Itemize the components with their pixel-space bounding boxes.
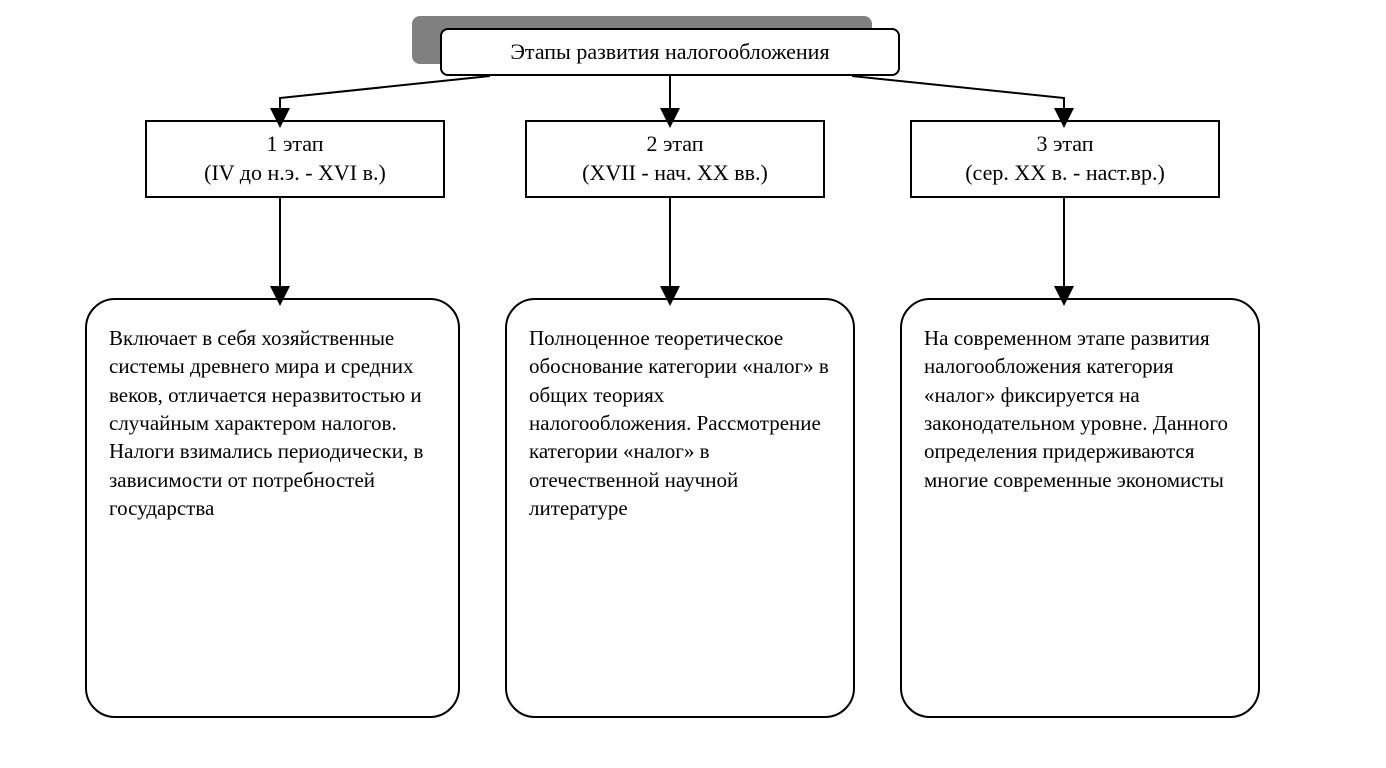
stage-node-2: 2 этап (XVII - нач. XX вв.) [525,120,825,198]
stage-period: (XVII - нач. XX вв.) [582,159,768,188]
stage-node-1: 1 этап (IV до н.э. - XVI в.) [145,120,445,198]
edge-root-stage3 [852,76,1064,120]
description-text: Включает в себя хозяйственные системы др… [109,324,436,522]
edge-root-stage1 [280,76,490,120]
diagram-canvas: Этапы развития налогообложения 1 этап (I… [0,0,1386,768]
description-node-2: Полноценное теоретическое обоснование ка… [505,298,855,718]
stage-node-3: 3 этап (сер. XX в. - наст.вр.) [910,120,1220,198]
stage-period: (IV до н.э. - XVI в.) [204,159,386,188]
description-node-1: Включает в себя хозяйственные системы др… [85,298,460,718]
description-text: Полноценное теоретическое обоснование ка… [529,324,831,522]
stage-title: 2 этап [646,130,703,159]
stage-title: 1 этап [266,130,323,159]
stage-title: 3 этап [1036,130,1093,159]
description-node-3: На современном этапе развития налогообло… [900,298,1260,718]
stage-period: (сер. XX в. - наст.вр.) [965,159,1165,188]
root-label: Этапы развития налогообложения [510,39,829,65]
description-text: На современном этапе развития налогообло… [924,324,1236,494]
root-node: Этапы развития налогообложения [440,28,900,76]
